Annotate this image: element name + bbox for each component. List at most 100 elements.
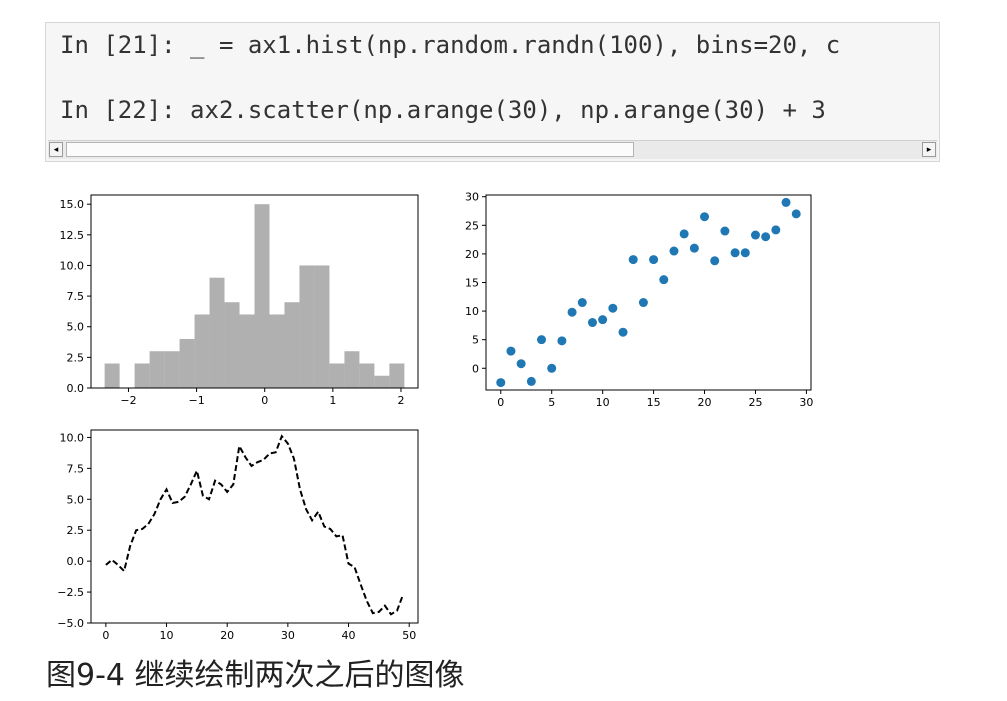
y-tick-label: 10.0 (60, 431, 85, 444)
y-tick-label: 5.0 (67, 493, 85, 506)
scatter-point (730, 248, 740, 258)
histogram-bar (329, 363, 345, 388)
scatter-point (638, 298, 648, 308)
histogram-bar (314, 265, 330, 388)
x-tick-label: 25 (748, 396, 762, 409)
scatter-point (679, 229, 689, 239)
scatter-point (791, 209, 801, 219)
scatter-point (689, 243, 699, 253)
scatter-point (516, 359, 526, 369)
y-tick-label: 0.0 (67, 555, 85, 568)
scatter-point (557, 336, 567, 346)
histogram-bar (209, 277, 225, 388)
scroll-left-arrow-icon[interactable]: ◂ (49, 142, 63, 157)
histogram-bar (134, 363, 150, 388)
histogram-bar (179, 338, 195, 388)
histogram-bar (269, 314, 285, 388)
x-tick-label: 30 (799, 396, 813, 409)
scatter-point (567, 307, 577, 317)
y-tick-label: 10 (465, 305, 479, 318)
scatter-point (608, 303, 618, 313)
x-tick-label: 20 (220, 629, 234, 642)
y-tick-label: 5 (472, 334, 479, 347)
y-tick-label: 7.5 (67, 462, 85, 475)
y-tick-label: 20 (465, 248, 479, 261)
histogram-bar (224, 302, 240, 388)
x-tick-label: 10 (596, 396, 610, 409)
histogram-bar (284, 302, 300, 388)
scatter-point (761, 232, 771, 242)
y-tick-label: 10.0 (60, 259, 85, 272)
scatter-point (649, 255, 659, 265)
histogram-bar (164, 351, 180, 388)
scroll-right-arrow-icon[interactable]: ▸ (922, 142, 936, 157)
histogram-bar (194, 314, 210, 388)
y-tick-label: 15.0 (60, 198, 85, 211)
scatter-point (720, 226, 730, 236)
x-tick-label: −1 (188, 394, 204, 407)
x-tick-label: 20 (698, 396, 712, 409)
code-input-block: In [21]: _ = ax1.hist(np.random.randn(10… (45, 22, 940, 162)
histogram-bar (254, 204, 270, 388)
y-tick-label: 25 (465, 219, 479, 232)
scatter-point (526, 376, 536, 386)
scatter-point (628, 255, 638, 265)
x-tick-label: 15 (647, 396, 661, 409)
axes-frame (90, 194, 419, 389)
scatter-point (710, 256, 720, 266)
histogram-bar (344, 351, 360, 388)
scatter-point (598, 315, 608, 325)
x-tick-label: 1 (329, 394, 336, 407)
x-tick-label: 0 (102, 629, 109, 642)
code-line-22: In [22]: ax2.scatter(np.arange(30), np.a… (60, 96, 826, 124)
scatter-point (700, 212, 710, 222)
axes-frame (90, 429, 419, 624)
histogram-bar (299, 265, 315, 388)
scatter-point (750, 230, 760, 240)
scatter-point (740, 248, 750, 258)
y-tick-label: 2.5 (67, 351, 85, 364)
scatter-point (781, 197, 791, 207)
histogram-bar (149, 351, 165, 388)
matplotlib-figure: −2 −1 0 1 2 0.0 2.5 5.0 7.5 10.0 12.5 15.0 0 5 10 15 20 2… (57, 191, 813, 642)
y-tick-label: 0.0 (67, 382, 85, 395)
figure-caption: 图9-4 继续绘制两次之后的图像 (46, 658, 465, 693)
y-tick-label: 5.0 (67, 321, 85, 334)
x-tick-label: 2 (397, 394, 404, 407)
x-tick-label: 30 (281, 629, 295, 642)
scatter-point (659, 275, 669, 285)
axes-2: 0 5 10 15 20 25 30 0 5 10 15 20 25 30 (465, 191, 813, 409)
scatter-point (771, 225, 781, 235)
x-tick-label: 10 (160, 629, 174, 642)
axes-3: 0 10 20 30 40 50 −5.0 −2.5 0.0 2.5 5.0 7.5 10.0 (57, 429, 419, 642)
y-tick-label: 30 (465, 191, 479, 204)
scrollbar-thumb[interactable] (66, 142, 634, 157)
histogram-bar (359, 363, 375, 388)
scatter-point (506, 346, 516, 356)
x-tick-label: 0 (497, 396, 504, 409)
scatter-point (587, 318, 597, 328)
y-tick-label: 15 (465, 276, 479, 289)
y-tick-label: 0 (472, 362, 479, 375)
scatter-point (669, 246, 679, 256)
axes-frame (485, 194, 812, 391)
axes-1: −2 −1 0 1 2 0.0 2.5 5.0 7.5 10.0 12.5 15.0 (60, 194, 419, 407)
horizontal-scrollbar[interactable]: ◂ ▸ (48, 140, 937, 159)
x-tick-label: 50 (402, 629, 416, 642)
dashed-line-series (105, 434, 405, 616)
x-tick-label: 5 (548, 396, 555, 409)
histogram-bar (239, 314, 255, 388)
scatter-point (537, 335, 547, 345)
scatter-point (547, 363, 557, 373)
y-tick-label: 7.5 (67, 290, 85, 303)
x-tick-label: −2 (120, 394, 136, 407)
y-tick-label: 2.5 (67, 524, 85, 537)
code-line-21: In [21]: _ = ax1.hist(np.random.randn(10… (60, 31, 841, 59)
y-tick-label: 12.5 (60, 229, 85, 242)
x-tick-label: 40 (342, 629, 356, 642)
scatter-point (618, 327, 628, 337)
histogram-bar (389, 363, 405, 388)
x-tick-label: 0 (261, 394, 268, 407)
y-tick-label: −2.5 (57, 586, 84, 599)
scatter-point (577, 298, 587, 308)
